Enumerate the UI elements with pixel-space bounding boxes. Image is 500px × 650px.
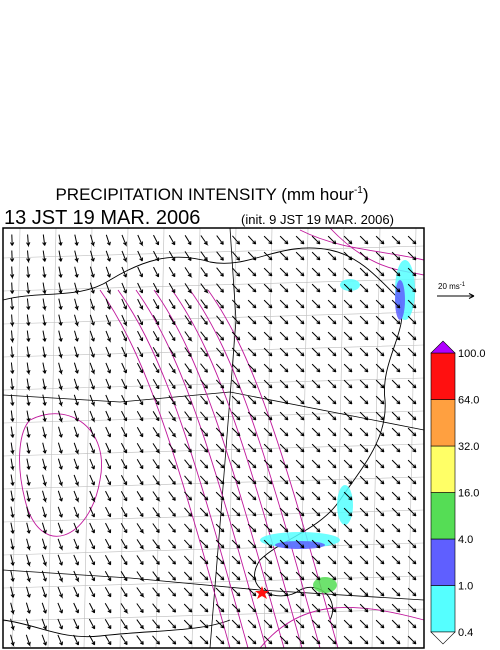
title-close: )	[363, 185, 369, 204]
wind-arrows	[9, 234, 417, 648]
init-time: (init. 9 JST 19 MAR. 2006)	[241, 212, 394, 227]
colorbar-label: 0.4	[458, 627, 473, 639]
boundaries	[2, 227, 425, 649]
precipitation	[313, 577, 337, 593]
colorbar-segment	[430, 585, 456, 633]
precipitation	[395, 280, 405, 320]
precipitation	[340, 279, 360, 291]
valid-time: 13 JST 19 MAR. 2006	[4, 207, 200, 229]
colorbar-over	[430, 340, 456, 354]
precipitation	[337, 485, 353, 525]
colorbar-under	[430, 631, 456, 645]
colorbar-label: 16.0	[458, 488, 479, 500]
colorbar-label: 32.0	[458, 441, 479, 453]
colorbar-label: 1.0	[458, 581, 473, 593]
grid-lines	[2, 227, 425, 649]
colorbar-segment	[430, 352, 456, 400]
colorbar-label: 4.0	[458, 534, 473, 546]
colorbar-label: 100.0	[458, 348, 486, 360]
reference-label: 20 ms-1	[438, 282, 466, 291]
map-background	[3, 228, 424, 648]
colorbar-segment	[430, 538, 456, 586]
map-frame	[2, 227, 425, 649]
reference-text: 20 ms	[438, 282, 460, 291]
reference-arrow-head	[468, 293, 475, 299]
colorbar: 0.4 1.0 4.0 16.0 32.0 64.0 100.0	[430, 340, 486, 645]
location-marker	[255, 586, 269, 599]
title-exponent: -1	[354, 185, 363, 196]
colorbar-segment	[430, 492, 456, 540]
reference-exponent: -1	[460, 282, 466, 288]
colorbar-segment	[430, 399, 456, 447]
title-text: PRECIPITATION INTENSITY (mm hour	[55, 185, 354, 204]
map	[2, 227, 425, 649]
colorbar-segment	[430, 445, 456, 493]
title: PRECIPITATION INTENSITY (mm hour-1)	[55, 185, 368, 204]
colorbar-label: 64.0	[458, 395, 479, 407]
